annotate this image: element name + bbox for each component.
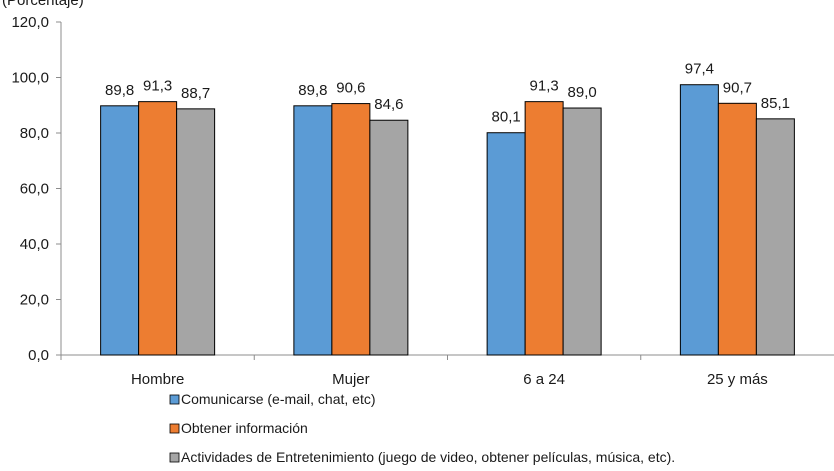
data-label: 84,6 bbox=[374, 96, 403, 113]
data-label: 90,6 bbox=[336, 80, 365, 97]
x-category-label: 6 a 24 bbox=[523, 371, 565, 388]
chart-top-note: (Porcentaje) bbox=[2, 0, 84, 9]
legend-swatch bbox=[169, 423, 180, 434]
y-tick-label: 100,0 bbox=[11, 70, 49, 87]
bar bbox=[369, 119, 409, 356]
y-tick-label: 40,0 bbox=[20, 236, 49, 253]
chart-legend: Comunicarse (e-mail, chat, etc) Obtener i… bbox=[169, 391, 675, 465]
data-label: 85,1 bbox=[761, 95, 790, 112]
y-tick-label: 60,0 bbox=[20, 181, 49, 198]
bar bbox=[138, 101, 178, 356]
chart-data-labels: 89,8 91,3 88,7 89,8 90,6 84,6 80,1 91,3 89,0 97,4… bbox=[105, 61, 790, 126]
legend-label: Actividades de Entretenimiento (juego de… bbox=[181, 449, 675, 465]
y-tick-label: 80,0 bbox=[20, 125, 49, 142]
bar bbox=[293, 105, 333, 356]
bar bbox=[486, 132, 526, 356]
legend-label: Comunicarse (e-mail, chat, etc) bbox=[181, 391, 376, 407]
bar bbox=[331, 103, 371, 356]
y-tick-label: 0,0 bbox=[28, 347, 49, 364]
legend-swatch bbox=[169, 452, 180, 463]
x-category-label: 25 y más bbox=[707, 371, 768, 388]
bar bbox=[524, 101, 564, 356]
x-category-label: Hombre bbox=[131, 371, 184, 388]
data-label: 89,8 bbox=[298, 82, 327, 99]
data-label: 88,7 bbox=[181, 85, 210, 102]
x-category-label: Mujer bbox=[332, 371, 370, 388]
data-label: 97,4 bbox=[685, 61, 714, 78]
bar bbox=[717, 102, 757, 356]
chart-bars bbox=[100, 84, 795, 356]
data-label: 91,3 bbox=[530, 78, 559, 95]
bar bbox=[679, 84, 719, 356]
bar bbox=[176, 108, 216, 356]
chart-axes: 0,0 20,0 40,0 60,0 80,0 100,0 120,0 Hombre Mujer… bbox=[11, 14, 834, 388]
legend-swatch bbox=[169, 394, 180, 405]
bar bbox=[755, 118, 795, 356]
legend-label: Obtener información bbox=[181, 420, 308, 436]
bar bbox=[562, 107, 602, 356]
data-label: 80,1 bbox=[492, 109, 521, 126]
y-tick-label: 120,0 bbox=[11, 14, 49, 31]
data-label: 89,8 bbox=[105, 82, 134, 99]
data-label: 91,3 bbox=[143, 78, 172, 95]
y-tick-label: 20,0 bbox=[20, 292, 49, 309]
data-label: 90,7 bbox=[723, 79, 752, 96]
data-label: 89,0 bbox=[568, 84, 597, 101]
bar bbox=[100, 105, 140, 356]
